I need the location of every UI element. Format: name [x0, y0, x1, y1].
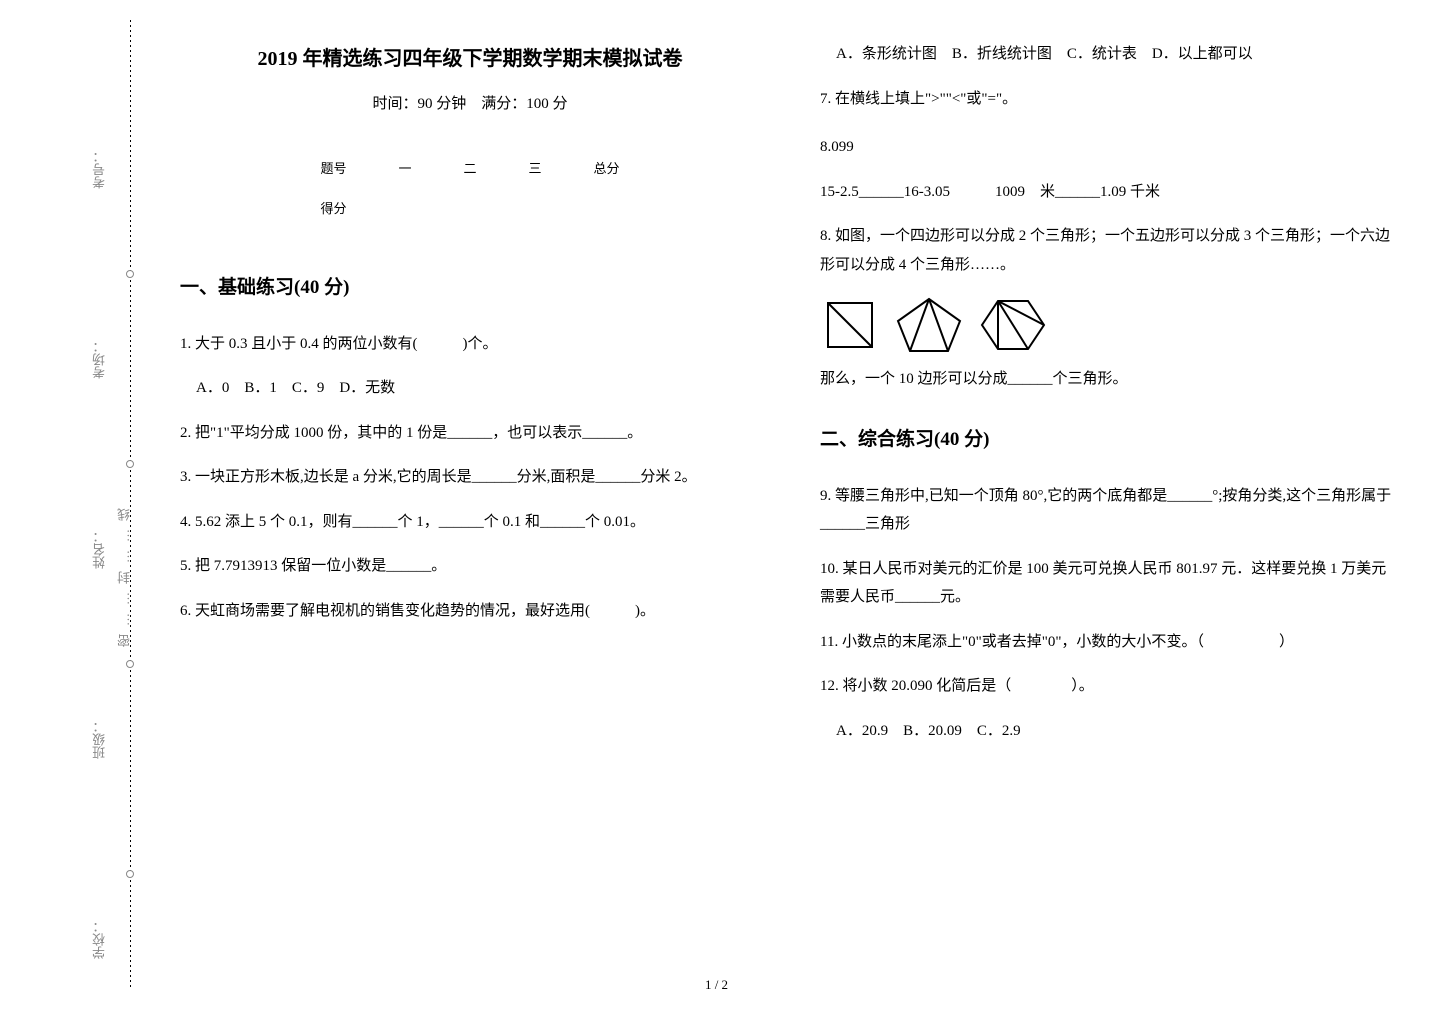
section-2-heading: 二、综合练习(40 分): [820, 422, 1400, 458]
th-1: 一: [372, 149, 437, 190]
quadrilateral-icon: [820, 295, 880, 355]
table-row: 题号 一 二 三 总分: [294, 149, 645, 190]
question-1-options: A．0 B．1 C．9 D．无数: [196, 374, 760, 403]
th-2: 二: [437, 149, 502, 190]
polygon-shapes: [820, 295, 1400, 355]
column-right: A．条形统计图 B．折线统计图 C．统计表 D．以上都可以 7. 在横线上填上"…: [820, 40, 1400, 970]
margin-label-id: 考号：: [90, 150, 109, 189]
margin-circle-icon: [126, 870, 134, 878]
pentagon-icon: [894, 295, 964, 355]
th-label: 题号: [294, 149, 372, 190]
question-3: 3. 一块正方形木板,边长是 a 分米,它的周长是______分米,面积是___…: [180, 463, 760, 492]
table-row: 得分: [294, 189, 645, 230]
hexagon-icon: [978, 295, 1048, 355]
margin-circle-icon: [126, 660, 134, 668]
column-left: 2019 年精选练习四年级下学期数学期末模拟试卷 时间：90 分钟 满分：100…: [180, 40, 760, 970]
margin-label-school: 学校：: [90, 920, 109, 959]
row-score-label: 得分: [294, 189, 372, 230]
question-8: 8. 如图，一个四边形可以分成 2 个三角形；一个五边形可以分成 3 个三角形；…: [820, 222, 1400, 279]
section-1-heading: 一、基础练习(40 分): [180, 270, 760, 306]
cell: [437, 189, 502, 230]
score-table: 题号 一 二 三 总分 得分: [294, 149, 645, 230]
th-3: 三: [503, 149, 568, 190]
question-9: 9. 等腰三角形中,已知一个顶角 80°,它的两个底角都是______°;按角分…: [820, 482, 1400, 539]
content-area: 2019 年精选练习四年级下学期数学期末模拟试卷 时间：90 分钟 满分：100…: [180, 40, 1400, 970]
margin-label-class: 班级：: [90, 720, 109, 759]
seal-line-text: 密……封……线: [115, 500, 134, 647]
question-12: 12. 将小数 20.090 化简后是（ ）。: [820, 672, 1400, 701]
cell: [568, 189, 646, 230]
margin-circle-icon: [126, 460, 134, 468]
margin-label-name: 姓名：: [90, 530, 109, 569]
question-6: 6. 天虹商场需要了解电视机的销售变化趋势的情况，最好选用( )。: [180, 597, 760, 626]
binding-margin: 学校： 班级： 姓名： 考场： 考号： 密……封……线: [0, 0, 140, 1011]
margin-circle-icon: [126, 270, 134, 278]
cell: [372, 189, 437, 230]
th-total: 总分: [568, 149, 646, 190]
question-11: 11. 小数点的末尾添上"0"或者去掉"0"，小数的大小不变。（ ）: [820, 628, 1400, 657]
page-number: 1 / 2: [705, 977, 728, 993]
question-7: 7. 在横线上填上">""<"或"="。: [820, 85, 1400, 114]
question-1: 1. 大于 0.3 且小于 0.4 的两位小数有( )个。: [180, 330, 760, 359]
question-6-options: A．条形统计图 B．折线统计图 C．统计表 D．以上都可以: [836, 40, 1400, 69]
exam-subtitle: 时间：90 分钟 满分：100 分: [180, 90, 760, 119]
cell: [503, 189, 568, 230]
question-8-tail: 那么，一个 10 边形可以分成______个三角形。: [820, 365, 1400, 394]
question-2: 2. 把"1"平均分成 1000 份，其中的 1 份是______，也可以表示_…: [180, 419, 760, 448]
question-7-body2: 15-2.5______16-3.05 1009 米______1.09 千米: [820, 178, 1400, 207]
question-10: 10. 某日人民币对美元的汇价是 100 美元可兑换人民币 801.97 元．这…: [820, 555, 1400, 612]
question-4: 4. 5.62 添上 5 个 0.1，则有______个 1，______个 0…: [180, 508, 760, 537]
exam-title: 2019 年精选练习四年级下学期数学期末模拟试卷: [180, 40, 760, 78]
question-12-options: A．20.9 B．20.09 C．2.9: [836, 717, 1400, 746]
margin-label-room: 考场：: [90, 340, 109, 379]
question-5: 5. 把 7.7913913 保留一位小数是______。: [180, 552, 760, 581]
question-7-body1: 8.099: [820, 133, 1400, 162]
